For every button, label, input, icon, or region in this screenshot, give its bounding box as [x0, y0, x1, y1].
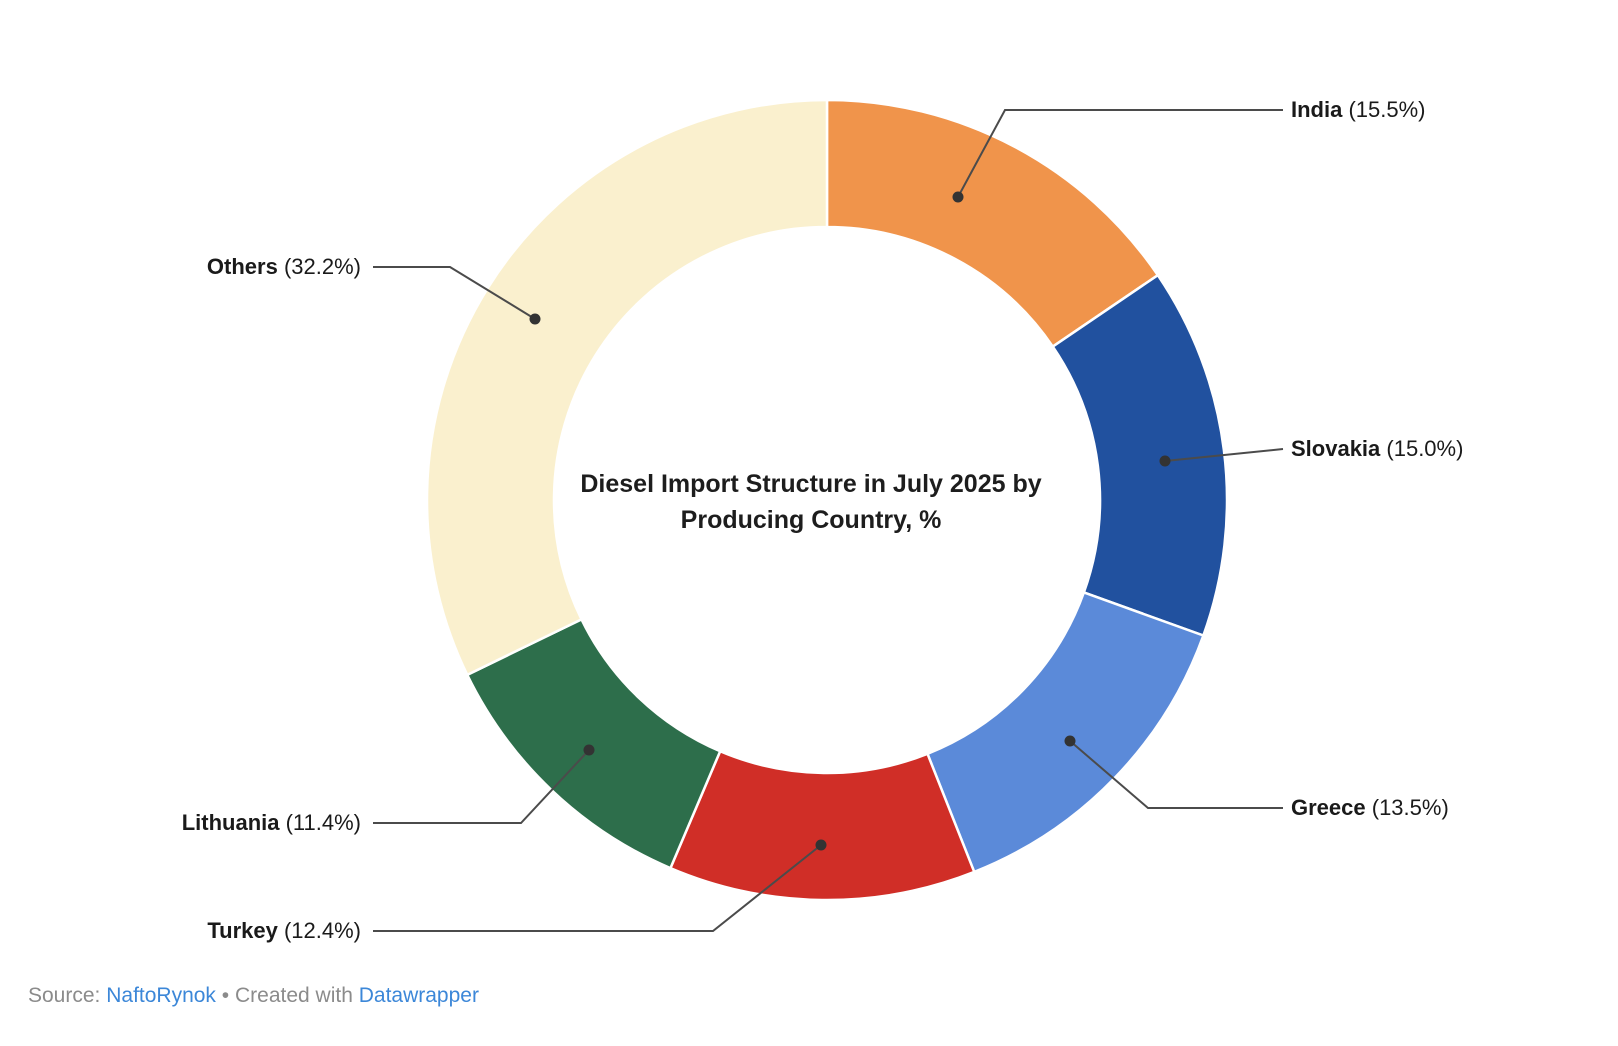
slice-label-value: (12.4%): [277, 918, 361, 943]
slice-label-name: Lithuania: [181, 810, 280, 835]
chart-title-line2: Producing Country, %: [680, 506, 942, 534]
leader-line-lithuania: [373, 749, 590, 824]
leader-line-greece: [1069, 740, 1283, 809]
slice-label-turkey: Turkey (12.4%): [207, 918, 361, 944]
donut-slice-slovakia[interactable]: [1051, 273, 1229, 637]
slice-label-greece: Greece (13.5%): [1291, 795, 1449, 821]
leader-line-turkey: [373, 844, 822, 932]
leader-line-slovakia: [1164, 448, 1284, 462]
chart-title-line1: Diesel Import Structure in July 2025 by: [580, 470, 1042, 498]
slice-label-slovakia: Slovakia (15.0%): [1291, 436, 1463, 462]
slice-label-name: India: [1291, 97, 1343, 122]
slice-label-name: Turkey: [207, 918, 278, 943]
leader-dot-india: [952, 191, 964, 203]
slice-label-others: Others (32.2%): [207, 254, 361, 280]
leader-line-india: [957, 109, 1283, 198]
slice-label-value: (11.4%): [279, 810, 361, 835]
leader-dot-slovakia: [1159, 455, 1171, 467]
leader-dot-greece: [1064, 735, 1076, 747]
slice-label-name: Slovakia: [1291, 436, 1381, 461]
donut-slice-turkey[interactable]: [669, 749, 976, 902]
slice-label-lithuania: Lithuania (11.4%): [182, 810, 361, 836]
slice-label-name: Others: [206, 254, 278, 279]
slice-label-value: (15.5%): [1342, 97, 1426, 122]
attribution: Source: NaftoRynok • Created with Datawr…: [28, 984, 479, 1008]
created-with-text: Created with: [234, 984, 353, 1007]
source-prefix: Source:: [28, 984, 101, 1007]
slice-label-value: (15.0%): [1380, 436, 1464, 461]
source-link[interactable]: NaftoRynok: [106, 984, 216, 1007]
attribution-separator: •: [221, 984, 230, 1007]
leader-dot-turkey: [815, 839, 827, 851]
leader-dot-lithuania: [583, 744, 595, 756]
slice-label-value: (32.2%): [277, 254, 361, 279]
donut-slice-greece[interactable]: [926, 591, 1205, 874]
slice-label-value: (13.5%): [1365, 795, 1449, 820]
donut-slice-others[interactable]: [425, 98, 829, 677]
leader-line-others: [373, 266, 536, 320]
slice-label-name: Greece: [1291, 795, 1366, 820]
chart-title: Diesel Import Structure in July 2025 by …: [511, 466, 1111, 538]
datawrapper-link[interactable]: Datawrapper: [358, 984, 479, 1007]
leader-dot-others: [529, 313, 541, 325]
slice-label-india: India (15.5%): [1291, 97, 1426, 123]
